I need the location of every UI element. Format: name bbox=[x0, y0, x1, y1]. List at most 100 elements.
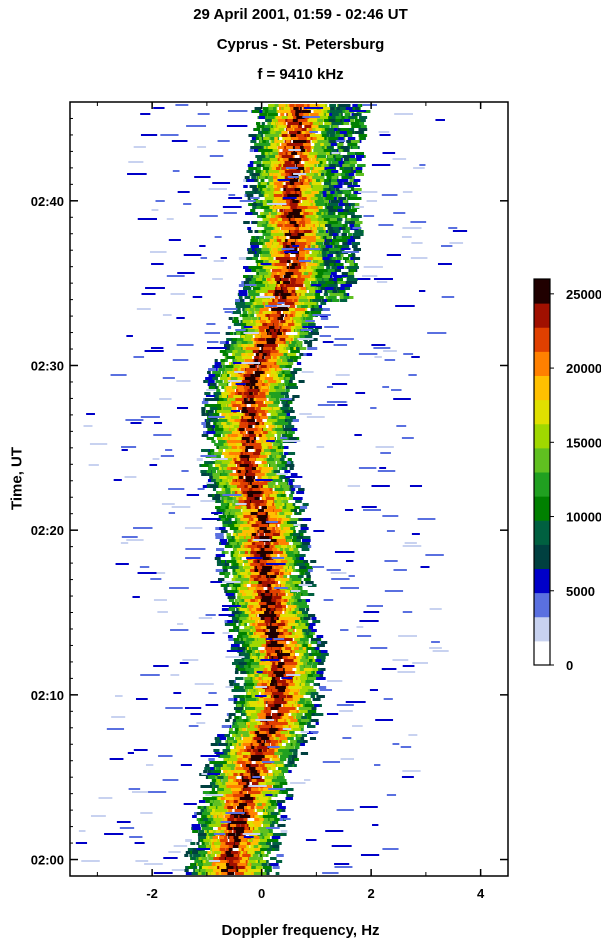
heatmap-cell bbox=[261, 407, 269, 410]
heatmap-cell bbox=[358, 128, 367, 131]
heatmap-cell bbox=[229, 194, 236, 196]
heatmap-cell bbox=[271, 212, 278, 215]
heatmap-cell bbox=[350, 269, 356, 272]
heatmap-cell bbox=[260, 308, 269, 311]
heatmap-cell bbox=[278, 164, 281, 167]
heatmap-cell bbox=[247, 389, 253, 392]
heatmap-cell bbox=[235, 329, 246, 331]
heatmap-cell bbox=[332, 383, 347, 385]
heatmap-cell bbox=[382, 386, 389, 388]
heatmap-cell bbox=[257, 284, 265, 287]
heatmap-cell bbox=[250, 275, 253, 278]
heatmap-cell bbox=[311, 221, 317, 224]
heatmap-cell bbox=[286, 386, 289, 389]
heatmap-cell bbox=[330, 191, 334, 194]
heatmap-cell bbox=[279, 110, 286, 113]
heatmap-cell bbox=[335, 155, 342, 158]
heatmap-cell bbox=[338, 197, 346, 200]
heatmap-cell bbox=[295, 104, 303, 107]
heatmap-cell bbox=[340, 167, 344, 170]
heatmap-cell bbox=[294, 275, 298, 278]
heatmap-cell bbox=[320, 224, 325, 227]
heatmap-cell bbox=[353, 227, 362, 229]
heatmap-cell bbox=[307, 347, 312, 350]
heatmap-cell bbox=[290, 347, 294, 350]
heatmap-cell bbox=[304, 281, 310, 284]
heatmap-cell bbox=[245, 176, 250, 179]
heatmap-cell bbox=[290, 221, 294, 224]
heatmap-cell bbox=[277, 287, 281, 290]
heatmap-cell bbox=[262, 122, 265, 125]
heatmap-cell bbox=[300, 239, 306, 242]
heatmap-cell bbox=[281, 173, 285, 176]
heatmap-cell bbox=[279, 152, 283, 155]
heatmap-cell bbox=[228, 197, 242, 199]
heatmap-cell bbox=[239, 296, 243, 299]
heatmap-cell bbox=[152, 209, 159, 211]
heatmap-cell bbox=[341, 146, 349, 149]
heatmap-cell bbox=[233, 311, 241, 314]
heatmap-cell bbox=[320, 104, 325, 107]
heatmap-cell bbox=[262, 131, 268, 134]
heatmap-cell bbox=[348, 116, 355, 119]
heatmap-cell bbox=[326, 239, 331, 242]
heatmap-cell bbox=[230, 374, 235, 377]
heatmap-cell bbox=[167, 218, 174, 220]
heatmap-cell bbox=[248, 248, 252, 251]
heatmap-cell bbox=[207, 347, 227, 349]
heatmap-cell bbox=[317, 155, 325, 158]
heatmap-cell bbox=[311, 191, 318, 194]
heatmap-cell bbox=[279, 104, 286, 107]
heatmap-cell bbox=[275, 290, 283, 293]
heatmap-cell bbox=[338, 149, 342, 152]
heatmap-cell bbox=[272, 224, 276, 227]
heatmap-cell bbox=[272, 365, 280, 368]
heatmap-cell bbox=[314, 110, 322, 113]
heatmap-cell bbox=[286, 254, 290, 257]
heatmap-cell bbox=[256, 275, 260, 278]
heatmap-cell bbox=[244, 392, 249, 395]
heatmap-cell bbox=[271, 134, 279, 137]
heatmap-cell bbox=[284, 335, 289, 338]
heatmap-cell bbox=[321, 116, 328, 119]
heatmap-cell bbox=[323, 110, 327, 113]
heatmap-cell bbox=[291, 203, 297, 206]
heatmap-cell bbox=[210, 383, 217, 386]
heatmap-cell bbox=[140, 113, 150, 115]
heatmap-cell bbox=[441, 245, 452, 247]
heatmap-cell bbox=[286, 188, 295, 191]
heatmap-cell bbox=[255, 338, 259, 341]
heatmap-cell bbox=[242, 341, 248, 344]
heatmap-cell bbox=[285, 233, 291, 236]
heatmap-cell bbox=[264, 239, 270, 242]
heatmap-cell bbox=[178, 191, 190, 193]
heatmap-cell bbox=[273, 173, 278, 176]
heatmap-cell bbox=[212, 371, 221, 374]
heatmap-cell bbox=[171, 293, 185, 295]
heatmap-cell bbox=[259, 116, 265, 119]
heatmap-cell bbox=[278, 122, 284, 125]
heatmap-cell bbox=[337, 281, 345, 284]
heatmap-cell bbox=[262, 278, 266, 281]
heatmap-cell bbox=[337, 218, 343, 221]
heatmap-cell bbox=[332, 248, 340, 251]
heatmap-cell bbox=[315, 128, 321, 131]
heatmap-cell bbox=[333, 233, 338, 236]
heatmap-cell bbox=[265, 377, 273, 380]
heatmap-cell bbox=[295, 215, 302, 218]
heatmap-cell bbox=[352, 146, 358, 149]
heatmap-cell bbox=[298, 302, 301, 305]
heatmap-cell bbox=[266, 338, 273, 341]
heatmap-cell bbox=[291, 110, 296, 113]
heatmap-cell bbox=[328, 296, 337, 299]
heatmap-cell bbox=[156, 200, 165, 202]
heatmap-cell bbox=[287, 359, 293, 362]
heatmap-cell bbox=[260, 257, 268, 260]
heatmap-cell bbox=[219, 398, 224, 401]
heatmap-cell bbox=[263, 326, 269, 329]
heatmap-cell bbox=[281, 254, 284, 257]
heatmap-cell bbox=[342, 272, 347, 275]
heatmap-cell bbox=[348, 134, 353, 137]
heatmap-cell bbox=[266, 236, 273, 239]
heatmap-cell bbox=[273, 356, 277, 359]
